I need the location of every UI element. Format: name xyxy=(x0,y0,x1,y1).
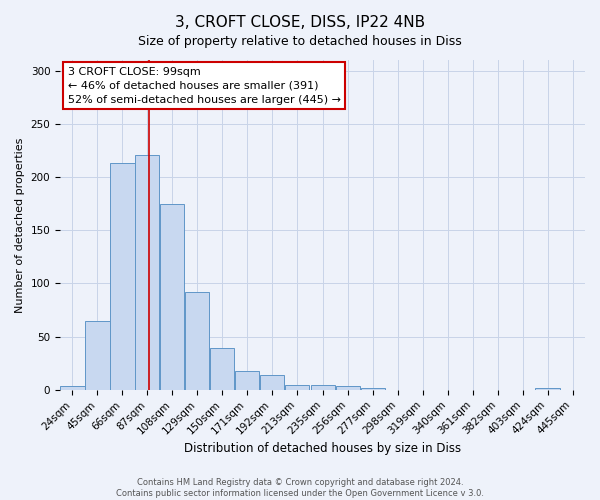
Bar xyxy=(135,154,160,390)
X-axis label: Distribution of detached houses by size in Diss: Distribution of detached houses by size … xyxy=(184,442,461,455)
Bar xyxy=(260,375,284,390)
Text: 3 CROFT CLOSE: 99sqm
← 46% of detached houses are smaller (391)
52% of semi-deta: 3 CROFT CLOSE: 99sqm ← 46% of detached h… xyxy=(68,66,341,104)
Bar xyxy=(110,163,134,390)
Bar xyxy=(336,386,360,390)
Bar xyxy=(535,388,560,390)
Bar xyxy=(235,370,259,390)
Bar xyxy=(85,320,110,390)
Bar xyxy=(210,348,235,390)
Bar xyxy=(285,384,309,390)
Bar xyxy=(361,388,385,390)
Text: 3, CROFT CLOSE, DISS, IP22 4NB: 3, CROFT CLOSE, DISS, IP22 4NB xyxy=(175,15,425,30)
Text: Size of property relative to detached houses in Diss: Size of property relative to detached ho… xyxy=(138,35,462,48)
Y-axis label: Number of detached properties: Number of detached properties xyxy=(15,137,25,312)
Bar xyxy=(61,386,85,390)
Text: Contains HM Land Registry data © Crown copyright and database right 2024.
Contai: Contains HM Land Registry data © Crown c… xyxy=(116,478,484,498)
Bar xyxy=(160,204,184,390)
Bar xyxy=(311,384,335,390)
Bar xyxy=(185,292,209,390)
